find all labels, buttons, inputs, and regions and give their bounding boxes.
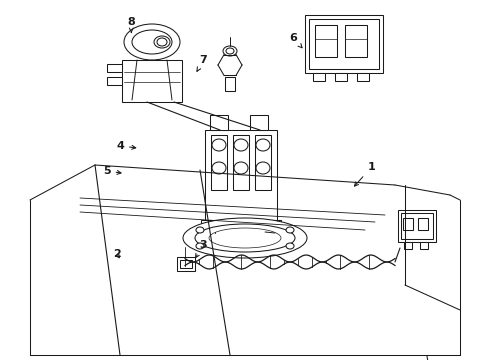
Text: 4: 4 — [116, 141, 136, 151]
Text: 8: 8 — [127, 17, 135, 32]
Bar — [122, 60, 182, 102]
Ellipse shape — [212, 139, 226, 151]
Text: 2: 2 — [113, 249, 121, 259]
Bar — [107, 64, 122, 72]
Ellipse shape — [234, 162, 248, 174]
Ellipse shape — [132, 30, 172, 54]
Ellipse shape — [212, 162, 226, 174]
Ellipse shape — [124, 24, 180, 60]
Text: 3: 3 — [196, 240, 207, 258]
Bar — [250, 115, 268, 130]
Ellipse shape — [209, 228, 281, 248]
Bar — [255, 135, 271, 190]
Ellipse shape — [256, 139, 270, 151]
Bar — [398, 210, 436, 242]
Bar — [180, 260, 192, 268]
Bar — [225, 77, 235, 91]
Bar — [305, 15, 383, 73]
Ellipse shape — [234, 139, 248, 151]
Ellipse shape — [223, 46, 237, 56]
Ellipse shape — [286, 227, 294, 233]
Text: 5: 5 — [103, 166, 121, 176]
Bar — [345, 25, 367, 57]
Bar — [335, 73, 347, 81]
Text: 7: 7 — [197, 55, 207, 71]
Ellipse shape — [157, 38, 167, 46]
Ellipse shape — [226, 48, 234, 54]
Bar — [177, 257, 195, 271]
Ellipse shape — [195, 224, 295, 252]
Bar — [233, 135, 249, 190]
Bar — [404, 242, 412, 249]
Bar — [205, 130, 277, 225]
Bar — [401, 213, 433, 239]
Bar — [201, 220, 281, 232]
Ellipse shape — [154, 36, 170, 48]
Ellipse shape — [183, 218, 307, 258]
Ellipse shape — [286, 243, 294, 249]
Bar — [315, 25, 337, 57]
Bar — [357, 73, 369, 81]
Bar — [313, 73, 325, 81]
Bar — [107, 77, 122, 85]
Bar — [418, 218, 428, 230]
Text: 6: 6 — [289, 33, 302, 48]
Text: 1: 1 — [354, 162, 375, 186]
Bar — [210, 115, 228, 130]
Bar — [309, 19, 379, 69]
Ellipse shape — [196, 227, 204, 233]
Bar — [420, 242, 428, 249]
Bar — [403, 218, 413, 230]
Ellipse shape — [256, 162, 270, 174]
Bar — [211, 135, 227, 190]
Ellipse shape — [196, 243, 204, 249]
